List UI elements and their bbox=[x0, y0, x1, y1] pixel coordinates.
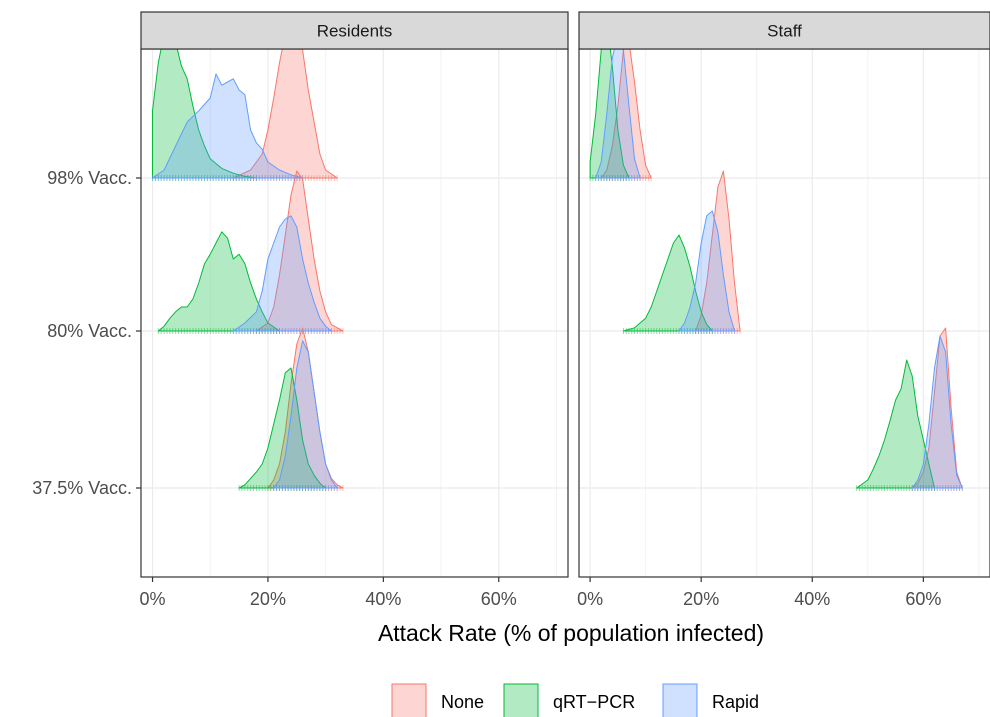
panel-background bbox=[141, 49, 568, 577]
density-rapid-80Vacc bbox=[678, 210, 735, 332]
x-tick-label: 0% bbox=[577, 589, 603, 609]
density-rapid-375Vacc bbox=[911, 335, 963, 489]
legend-key-rapid bbox=[662, 683, 698, 717]
x-tick-label: 60% bbox=[481, 589, 517, 609]
density-rapid-98Vacc bbox=[152, 73, 304, 179]
x-tick-label: 60% bbox=[905, 589, 941, 609]
x-tick-label: 20% bbox=[683, 589, 719, 609]
density-none-80Vacc bbox=[695, 170, 741, 332]
density-qrtpcr-80Vacc bbox=[157, 231, 280, 332]
legend: None qRT−PCR Rapid bbox=[391, 683, 759, 717]
legend-key-none bbox=[391, 683, 427, 717]
facet-strip bbox=[140, 11, 569, 50]
x-tick-label: 20% bbox=[250, 589, 286, 609]
density-qrtpcr-375Vacc bbox=[238, 367, 327, 489]
x-tick-label: 40% bbox=[794, 589, 830, 609]
panel-background bbox=[579, 49, 990, 577]
legend-label: None bbox=[441, 692, 484, 712]
y-tick-label: 98% Vacc. bbox=[47, 168, 132, 188]
legend-label: Rapid bbox=[712, 692, 759, 712]
legend-label: qRT−PCR bbox=[553, 692, 635, 712]
y-tick-label: 37.5% Vacc. bbox=[32, 478, 132, 498]
legend-key-qrtpcr bbox=[503, 683, 539, 717]
density-rapid-375Vacc bbox=[273, 340, 338, 489]
density-none-80Vacc bbox=[255, 170, 344, 332]
facet-residents: Residents 0% 20% 40% 60% bbox=[140, 11, 569, 609]
facet-staff: Staff 0% 20% 40% 60% bbox=[577, 11, 990, 609]
facet-strip-label: Staff bbox=[767, 22, 802, 41]
x-tick-label: 40% bbox=[365, 589, 401, 609]
density-rapid-80Vacc bbox=[232, 215, 332, 332]
y-tick-label: 80% Vacc. bbox=[47, 321, 132, 341]
x-axis-label: Attack Rate (% of population infected) bbox=[378, 620, 764, 646]
x-tick-label: 0% bbox=[140, 589, 166, 609]
facet-strip-label: Residents bbox=[317, 22, 393, 41]
density-qrtpcr-375Vacc bbox=[856, 359, 935, 489]
facet-strip bbox=[578, 11, 990, 50]
